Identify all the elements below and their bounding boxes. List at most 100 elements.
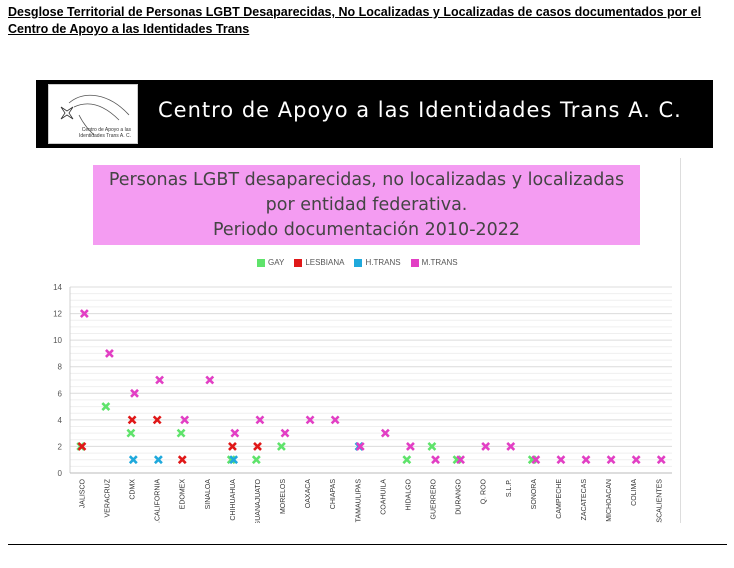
marker-stroke [101,402,111,411]
data-point-gay [126,428,136,438]
data-point-mtrans [656,455,666,465]
marker-stroke [152,415,162,425]
data-point-mtrans [606,455,616,465]
legend-swatch [294,258,303,267]
data-point-mtrans [556,455,566,465]
logo-text: Centro de Apoyo a las Identidades Trans … [79,127,131,139]
data-point-mtrans [330,415,340,425]
marker-stroke [77,442,87,451]
data-point-htrans [153,455,163,465]
x-tick-label: CHIAPAS [330,479,337,510]
x-tick-label: CAMPECHE [556,479,563,519]
x-tick-label: MICHOACAN [606,479,613,522]
marker-stroke [230,428,240,438]
x-tick-label: MORELOS [280,479,287,514]
marker-stroke [427,442,437,451]
data-point-lesbiana [177,455,187,465]
data-point-mtrans [531,455,541,465]
legend-swatch [257,258,265,267]
x-tick-label: DURANGO [456,478,463,514]
legend-label: M.TRANS [421,258,458,267]
marker-stroke [126,428,136,438]
legend-item-gay: GAY [257,258,284,267]
chart: Personas LGBT desaparecidas, no localiza… [40,158,681,523]
legend-item-lesbiana: LESBIANA [294,258,344,267]
marker-stroke [606,455,616,465]
data-point-gay [427,442,437,451]
data-point-mtrans [205,375,215,385]
data-point-mtrans [155,375,165,385]
data-point-mtrans [230,428,240,438]
y-tick-label: 14 [53,283,62,292]
marker-stroke [330,415,340,425]
data-point-mtrans [380,428,390,438]
marker-stroke [481,442,491,451]
data-point-lesbiana [77,442,87,451]
data-point-lesbiana [152,415,162,425]
legend-label: H.TRANS [365,258,401,267]
chart-title-line: Periodo documentación 2010-2022 [212,220,521,240]
y-tick-label: 6 [58,389,63,398]
x-tick-label: CDMX [130,479,137,500]
data-point-mtrans [406,442,415,451]
data-point-htrans [128,455,138,465]
x-tick-label: JALISCO [79,478,86,508]
marker-stroke [253,442,262,451]
data-point-gay [402,455,412,465]
legend-label: LESBIANA [305,258,345,267]
data-point-mtrans [355,442,365,451]
header-banner: Centro de Apoyo a las Identidades Trans … [36,80,713,148]
plot-area: 0 2 4 6 8 10 12 14 JALISCO VERACRUZ CDMX B.CALIFORN… [53,283,672,523]
chart-title-line: por entidad federativa. [265,195,468,215]
marker-stroke [276,442,286,451]
marker-stroke [581,455,591,465]
data-point-mtrans [631,455,641,465]
y-tick-label: 10 [53,336,62,345]
x-tick-label: Q. ROO [481,478,488,504]
data-point-mtrans [105,349,114,358]
marker-stroke [255,415,265,425]
divider [8,544,727,545]
marker-stroke [380,428,390,438]
data-point-gay [226,455,236,465]
data-point-gay [176,428,186,438]
chart-title-line: Personas LGBT desaparecidas, no localiza… [108,170,625,190]
data-point-mtrans [130,388,139,398]
y-tick-label: 12 [53,310,62,319]
marker-stroke [402,455,412,465]
marker-stroke [127,415,137,425]
marker-stroke [226,455,236,465]
document-title: Desglose Territorial de Personas LGBT De… [8,5,702,36]
data-point-lesbiana [253,442,262,451]
marker-stroke [105,349,114,358]
x-tick-label: COAHUILA [380,479,387,515]
marker-stroke [228,442,237,451]
x-tick-label: SONORA [531,479,538,510]
x-tick-label: HIDALGO [405,478,412,510]
marker-stroke [305,415,315,425]
marker-stroke [130,388,139,398]
data-point-gay [276,442,286,451]
x-tick-label: S.L.P. [506,479,513,497]
marker-stroke [355,442,365,451]
x-tick-label: B.CALIFORNIA [155,479,162,523]
marker-stroke [631,455,641,465]
marker-stroke [456,455,466,465]
chart-title: Personas LGBT desaparecidas, no localiza… [93,165,640,245]
data-point-mtrans [581,455,591,465]
y-tick-label: 2 [58,442,63,451]
data-point-mtrans [506,442,516,451]
x-tick-label: EDOMEX [180,479,187,510]
chart-legend: GAY LESBIANA H.TRANS M.TRANS [257,258,458,267]
x-tick-label: TAMAULIPAS [355,479,362,523]
data-point-mtrans [180,415,190,425]
x-tick-label: CHIHUAHUA [230,479,237,521]
data-point-mtrans [481,442,491,451]
data-point-mtrans [456,455,466,465]
data-point-mtrans [305,415,315,425]
x-tick-label: OAXACA [305,479,312,509]
legend-swatch [410,258,419,267]
marker-stroke [406,442,415,451]
marker-stroke [79,309,89,318]
legend-item-mtrans: M.TRANS [410,258,458,267]
